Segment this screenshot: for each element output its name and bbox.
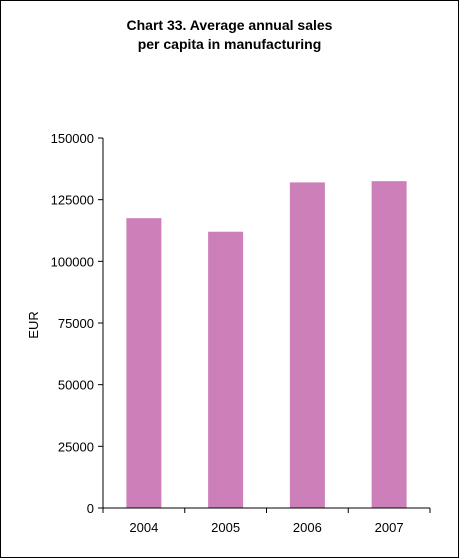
- y-axis-label: EUR: [26, 311, 41, 338]
- y-tick-label-2: 50000: [58, 378, 94, 393]
- chart-title: Chart 33. Average annual sales per capit…: [0, 16, 459, 54]
- chart-title-line-2: per capita in manufacturing: [137, 36, 322, 52]
- y-tick-label-1: 25000: [58, 439, 94, 454]
- y-tick-label-0: 0: [87, 501, 94, 516]
- y-tick-label-5: 125000: [51, 193, 94, 208]
- y-tick-label-4: 100000: [51, 254, 94, 269]
- x-tick-label-2006: 2006: [293, 520, 322, 535]
- bar-2007: [371, 181, 407, 508]
- x-tick-label-2004: 2004: [129, 520, 158, 535]
- y-tick-label-6: 150000: [51, 131, 94, 146]
- x-axis-ticks: 2004 2005 2006 2007: [102, 508, 431, 535]
- bar-2004: [126, 218, 162, 508]
- bar-2005: [208, 231, 244, 508]
- x-tick-label-2007: 2007: [375, 520, 404, 535]
- y-axis-ticks: 0 25000 50000 75000 100000 125000 150000: [51, 131, 103, 516]
- chart-title-line-1: Chart 33. Average annual sales: [126, 17, 333, 33]
- y-tick-label-3: 75000: [58, 316, 94, 331]
- bar-2006: [289, 182, 325, 508]
- x-tick-label-2005: 2005: [211, 520, 240, 535]
- bars: [126, 181, 407, 508]
